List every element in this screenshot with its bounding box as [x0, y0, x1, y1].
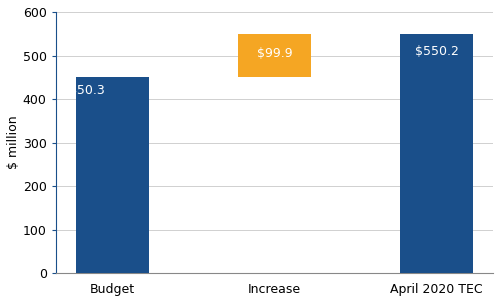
Text: $550.2: $550.2 — [414, 45, 459, 58]
Y-axis label: $ million: $ million — [7, 116, 20, 169]
Text: $99.9: $99.9 — [256, 47, 292, 60]
Text: $450.3: $450.3 — [61, 84, 105, 97]
Bar — [76, 77, 148, 273]
Bar — [238, 34, 311, 77]
Bar — [400, 34, 473, 273]
